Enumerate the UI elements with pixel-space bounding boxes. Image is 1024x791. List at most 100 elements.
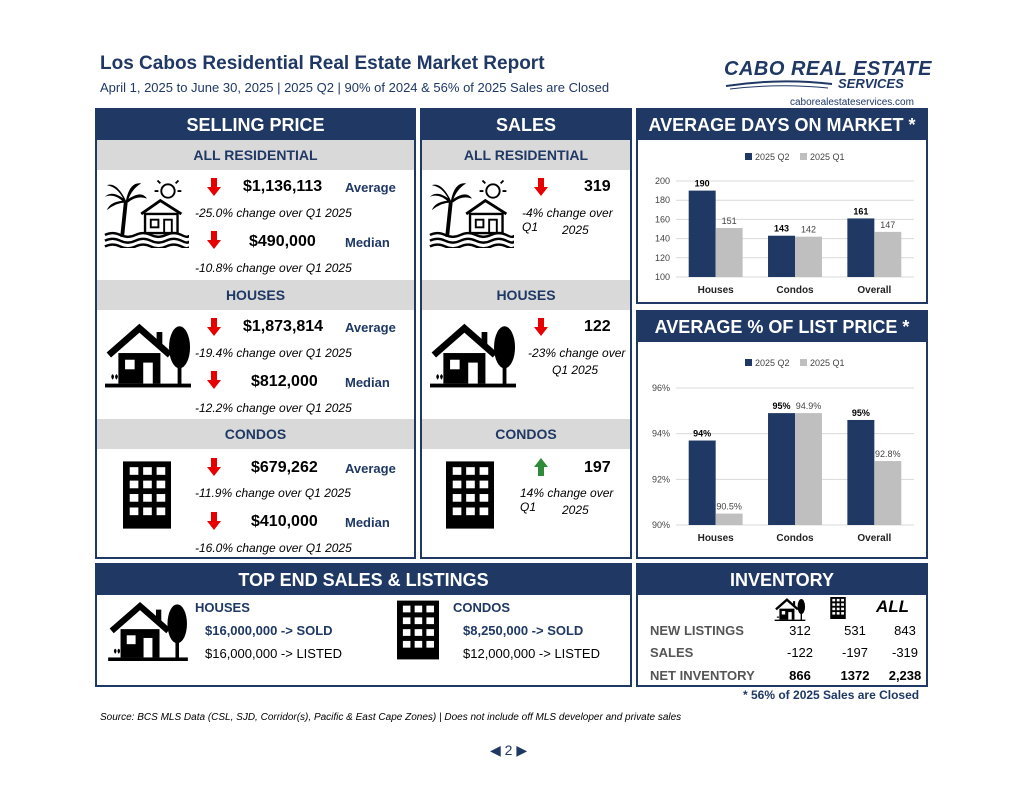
arrow-down-icon xyxy=(207,512,221,530)
data-label: 94% xyxy=(693,429,711,439)
top-end-houses-sold: $16,000,000 -> SOLD xyxy=(205,623,333,638)
bar xyxy=(715,228,743,277)
houses-median-price: $812,000 xyxy=(251,373,318,390)
all-average-price: $1,136,113 xyxy=(243,178,323,195)
list-price-chart: 2025 Q2 2025 Q1 96% 94% 92% 90% 94% 90.5% Houses… xyxy=(652,358,914,544)
inventory-all-value: -319 xyxy=(891,645,919,660)
prev-page-icon[interactable]: ◀ xyxy=(490,742,501,758)
data-label: 92.8% xyxy=(875,449,901,459)
arrow-down-icon xyxy=(534,178,548,196)
arrow-down-icon xyxy=(207,458,221,476)
selling-price-condos-header: CONDOS xyxy=(97,419,414,449)
inventory-houses-value: -122 xyxy=(786,645,814,660)
x-tick-label: Overall xyxy=(857,533,891,544)
inventory-all-label: ALL xyxy=(876,597,910,616)
inventory-row-label: SALES xyxy=(650,645,694,660)
y-tick-label: 160 xyxy=(655,214,670,224)
legend-swatch xyxy=(800,359,807,366)
condos-average-price: $679,262 xyxy=(251,459,318,476)
average-label: Average xyxy=(345,180,396,195)
top-end-title: TOP END SALES & LISTINGS xyxy=(97,565,630,595)
x-tick-label: Condos xyxy=(776,533,814,544)
average-label: Average xyxy=(345,320,396,335)
all-median-change: -10.8% change over Q1 2025 xyxy=(195,261,352,275)
data-label: 95% xyxy=(852,408,870,418)
data-label: 94.9% xyxy=(796,401,822,411)
beach-house-icon xyxy=(428,178,514,248)
selling-price-title: SELLING PRICE xyxy=(97,110,414,140)
page-number: 2 xyxy=(504,742,513,758)
report-subtitle: April 1, 2025 to June 30, 2025 | 2025 Q2… xyxy=(100,80,610,95)
all-median-price: $490,000 xyxy=(249,233,316,250)
inventory-row-label: NET INVENTORY xyxy=(650,668,755,683)
y-tick-label: 90% xyxy=(652,520,670,530)
inventory-panel: INVENTORY ALL NEW LISTINGS 312 531 843 S… xyxy=(636,563,928,687)
sales-condos-header: CONDOS xyxy=(422,419,630,449)
sales-condos-change-line1: 14% change over Q1 xyxy=(520,486,614,514)
sales-all-change-line1: -4% change over Q1 xyxy=(522,206,613,234)
houses-average-change: -19.4% change over Q1 2025 xyxy=(195,346,352,360)
bar xyxy=(795,413,822,525)
sales-houses-change-line1: -23% change over xyxy=(528,346,626,360)
legend-swatch xyxy=(745,153,752,160)
selling-price-houses-header: HOUSES xyxy=(97,280,414,310)
next-page-icon[interactable]: ▶ xyxy=(516,742,528,758)
bar xyxy=(847,218,875,277)
top-end-panel: TOP END SALES & LISTINGS HOUSES $16,000,… xyxy=(95,563,632,687)
condos-average-change: -11.9% change over Q1 2025 xyxy=(195,486,351,500)
days-on-market-panel: AVERAGE DAYS ON MARKET * 2025 Q2 2025 Q1 2… xyxy=(636,108,928,304)
data-label: 142 xyxy=(801,225,816,235)
condo-building-icon xyxy=(830,597,846,619)
bar xyxy=(874,231,902,277)
legend-label: 2025 Q2 xyxy=(755,152,790,162)
inventory-row-label: NEW LISTINGS xyxy=(650,623,744,638)
sales-all-value: 319 xyxy=(584,178,611,195)
x-tick-label: Overall xyxy=(857,285,891,296)
houses-median-change: -12.2% change over Q1 2025 xyxy=(195,401,352,415)
inventory-title: INVENTORY xyxy=(638,565,926,595)
pagination: ◀ 2 ▶ xyxy=(490,742,527,759)
y-tick-label: 180 xyxy=(655,195,670,205)
legend-label: 2025 Q1 xyxy=(810,152,845,162)
inventory-houses-value: 312 xyxy=(789,623,811,638)
bar xyxy=(874,461,902,525)
y-tick-label: 200 xyxy=(655,176,670,186)
sales-title: SALES xyxy=(422,110,630,140)
list-price-title: AVERAGE % OF LIST PRICE * xyxy=(638,312,926,342)
y-tick-label: 100 xyxy=(655,272,670,282)
house-icon xyxy=(105,599,191,661)
data-label: 147 xyxy=(880,220,895,230)
inventory-note: * 56% of 2025 Sales are Closed xyxy=(743,688,920,702)
inventory-condos-value: 1372 xyxy=(840,668,870,683)
sales-houses-change-line2: Q1 2025 xyxy=(552,363,599,377)
data-label: 90.5% xyxy=(716,502,742,512)
bar xyxy=(768,413,795,525)
top-end-condos-listed: $12,000,000 -> LISTED xyxy=(463,646,600,661)
legend-label: 2025 Q2 xyxy=(755,358,790,368)
condo-building-icon xyxy=(446,461,494,529)
top-end-houses-label: HOUSES xyxy=(195,600,250,615)
y-tick-label: 94% xyxy=(652,429,670,439)
median-label: Median xyxy=(345,235,390,250)
logo-swoosh-icon xyxy=(725,80,833,90)
y-tick-label: 96% xyxy=(652,383,670,393)
data-label: 190 xyxy=(695,179,710,189)
bar xyxy=(847,419,875,525)
arrow-down-icon xyxy=(207,371,221,389)
selling-price-all-header: ALL RESIDENTIAL xyxy=(97,140,414,170)
inventory-houses-value: 866 xyxy=(789,668,811,683)
house-icon xyxy=(772,597,808,621)
legend-swatch xyxy=(745,359,752,366)
inventory-condos-value: 531 xyxy=(844,623,866,638)
top-end-condos-label: CONDOS xyxy=(453,600,511,615)
houses-average-price: $1,873,814 xyxy=(243,318,324,335)
data-label: 161 xyxy=(853,206,868,216)
report-title: Los Cabos Residential Real Estate Market… xyxy=(100,53,545,74)
x-tick-label: Houses xyxy=(698,533,735,544)
sales-all-header: ALL RESIDENTIAL xyxy=(422,140,630,170)
beach-house-icon xyxy=(103,178,189,248)
top-end-condos-sold: $8,250,000 -> SOLD xyxy=(463,623,584,638)
company-url[interactable]: caborealestateservices.com xyxy=(790,97,914,108)
inventory-all-value: 843 xyxy=(894,623,916,638)
legend-label: 2025 Q1 xyxy=(810,358,845,368)
